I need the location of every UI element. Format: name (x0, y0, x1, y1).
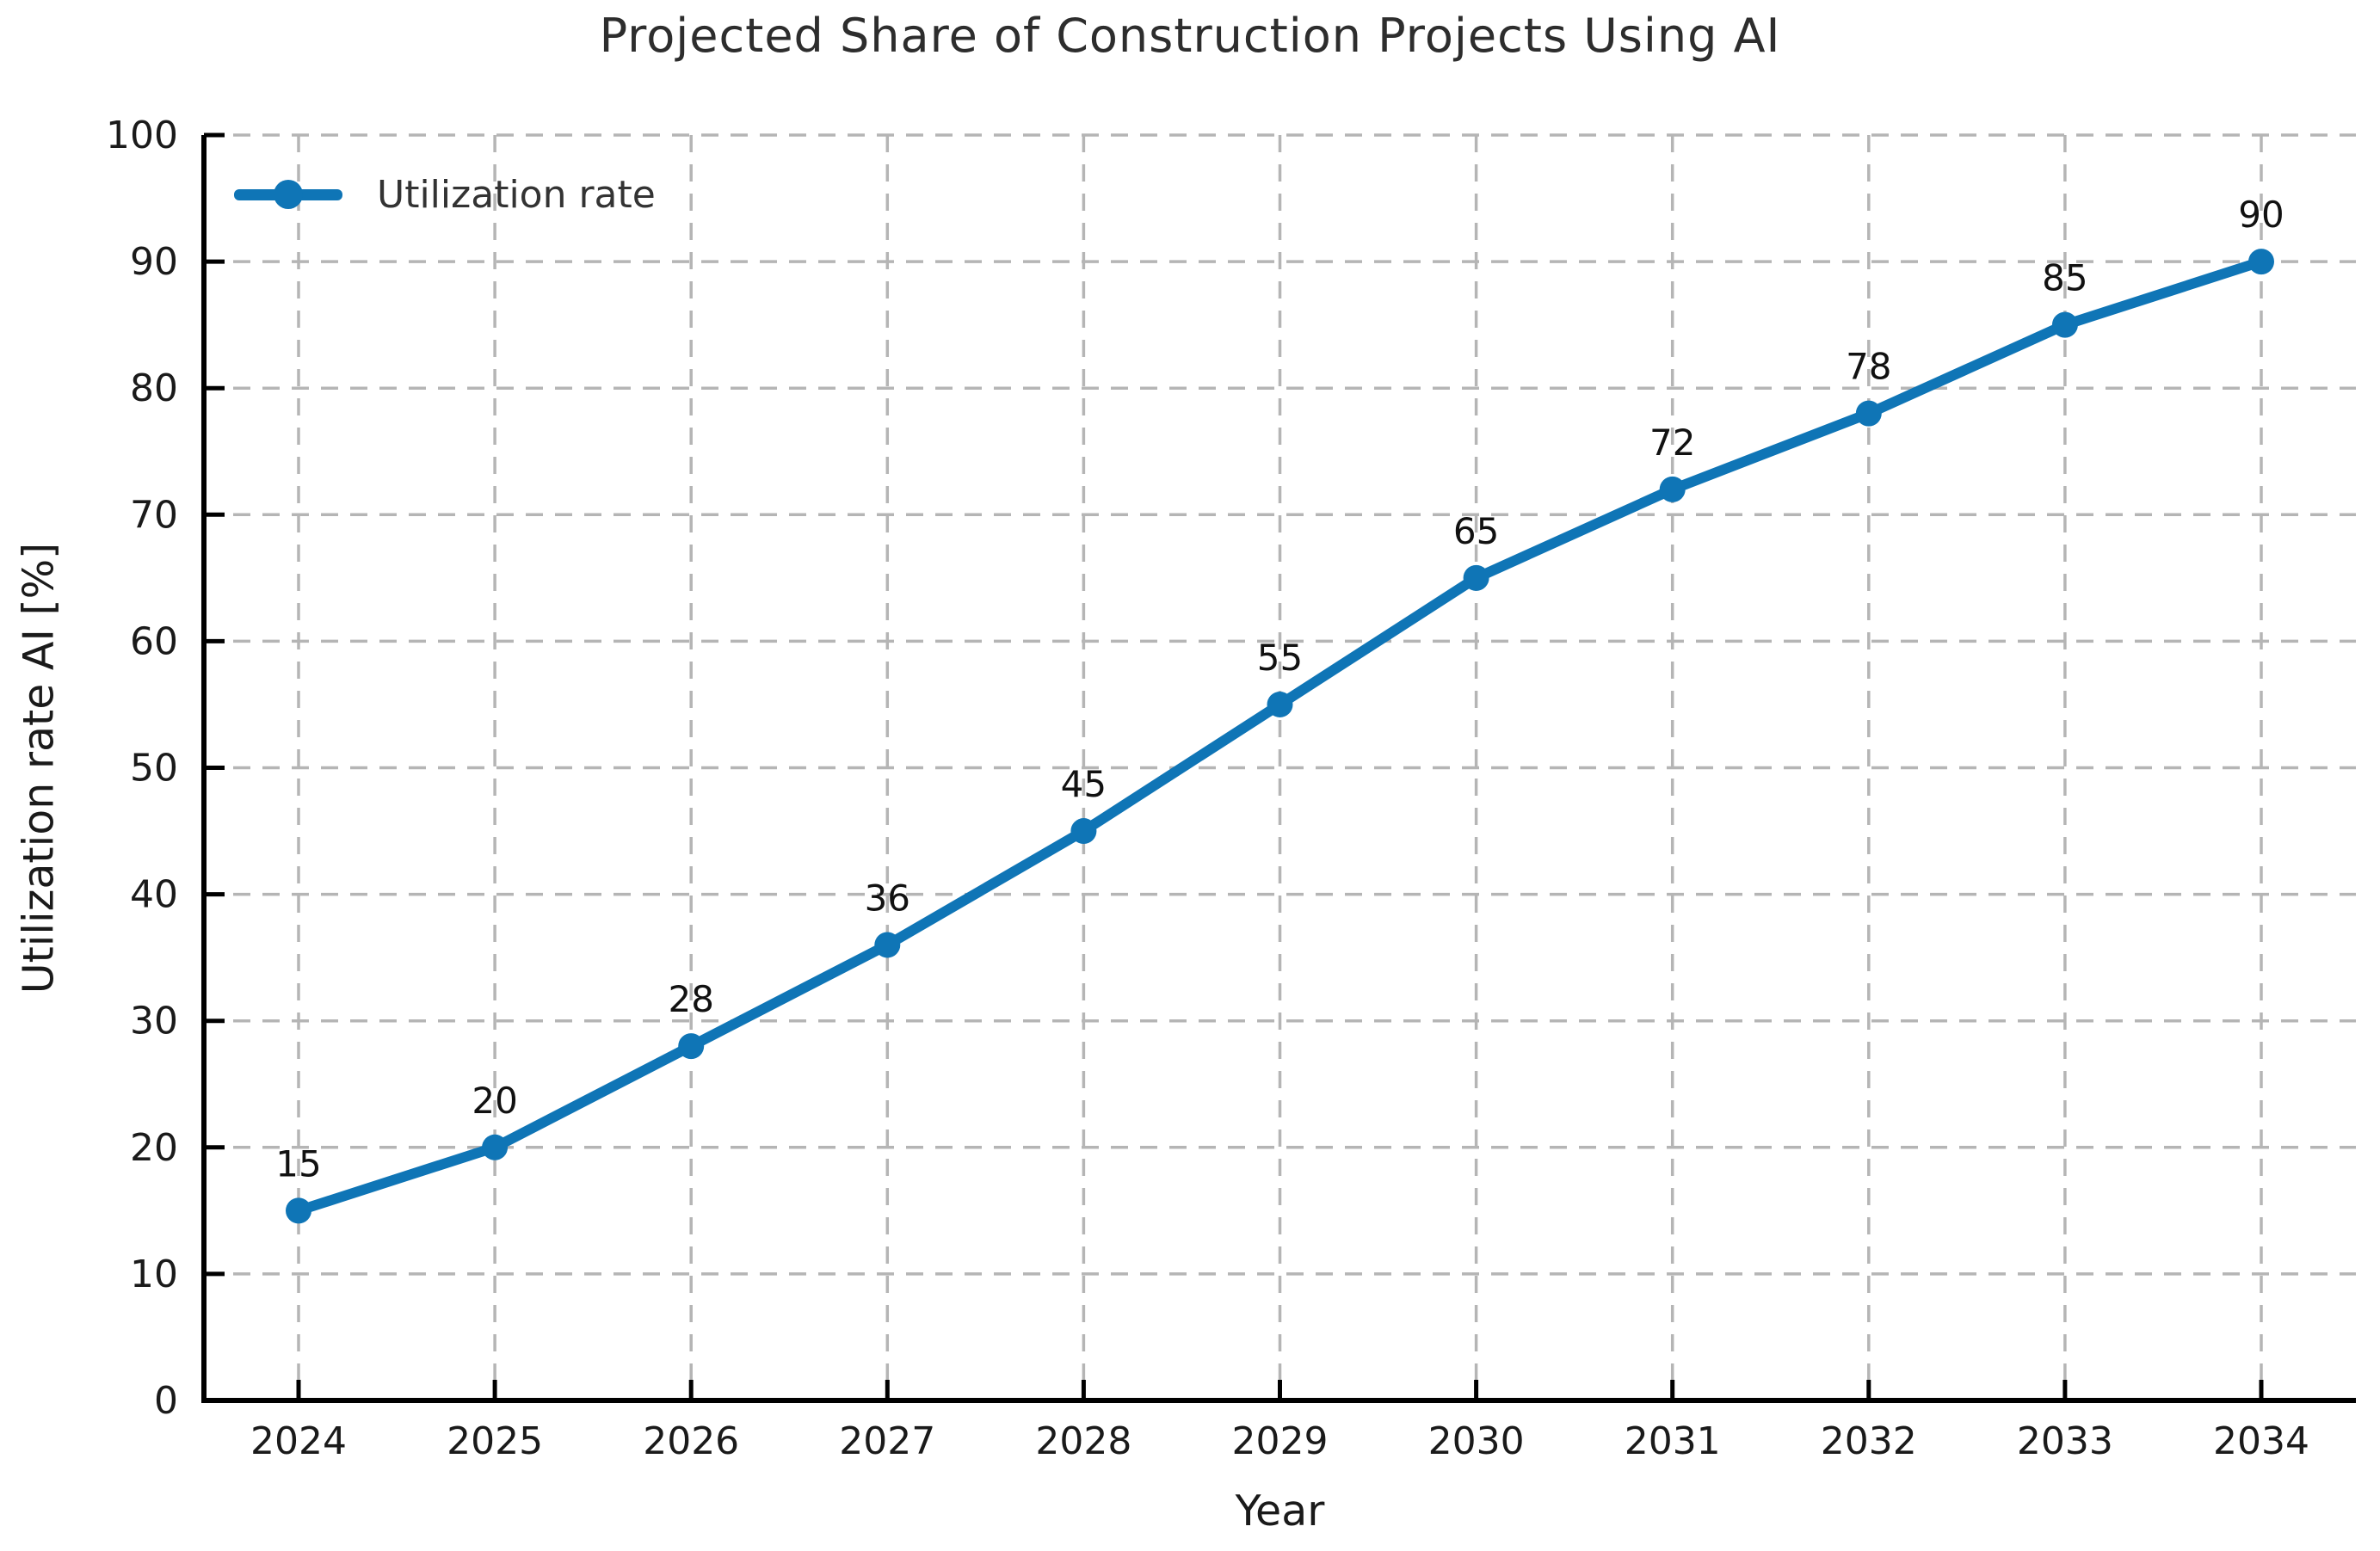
y-tick-label: 100 (106, 114, 178, 157)
x-tick-label: 2029 (1232, 1419, 1329, 1463)
data-point-marker (874, 932, 901, 958)
x-tick-label: 2033 (2017, 1419, 2113, 1463)
data-point-marker (482, 1134, 509, 1160)
x-tick-label: 2024 (250, 1419, 347, 1463)
x-tick-label: 2031 (1625, 1419, 1721, 1463)
data-point-label: 36 (865, 877, 910, 919)
x-axis-label: Year (1235, 1486, 1325, 1536)
y-tick-label: 70 (130, 493, 178, 537)
x-tick-label: 2027 (839, 1419, 935, 1463)
axis-ticks (204, 132, 2264, 1403)
data-point-marker (1070, 818, 1097, 845)
x-tick-label: 2034 (2213, 1419, 2309, 1463)
y-tick-label: 40 (130, 873, 178, 917)
tick-labels: 2024 2025 2026 2027 2028 2029 2030 2031 2032 2033… (106, 114, 2309, 1463)
y-tick-label: 20 (130, 1126, 178, 1170)
y-tick-label: 0 (154, 1379, 178, 1423)
data-point-marker (1463, 564, 1489, 591)
x-tick-label: 2028 (1035, 1419, 1131, 1463)
legend-line-marker-icon (234, 180, 342, 209)
y-tick-label: 80 (130, 366, 178, 410)
y-tick-label: 50 (130, 747, 178, 791)
data-point-label: 20 (472, 1080, 517, 1122)
x-tick-label: 2026 (643, 1419, 739, 1463)
data-point-label: 15 (275, 1142, 321, 1185)
data-point-marker (1659, 476, 1686, 502)
data-point-marker (1267, 691, 1293, 717)
data-point-label: 72 (1649, 422, 1695, 464)
series-utilization-rate (286, 249, 2274, 1224)
legend-label: Utilization rate (377, 172, 656, 217)
data-point-label: 65 (1453, 510, 1499, 552)
data-point-label: 85 (2042, 257, 2087, 299)
grid (204, 133, 2356, 1402)
x-tick-label: 2030 (1428, 1419, 1525, 1463)
y-axis-label: Utilization rate AI [%] (14, 542, 64, 994)
data-point-marker (286, 1197, 311, 1224)
data-point-marker (1855, 400, 1882, 427)
data-point-labels: 15 20 28 36 45 55 65 72 78 85 90 (275, 194, 2284, 1185)
data-point-label: 78 (1846, 346, 1891, 388)
data-point-label: 55 (1257, 637, 1303, 679)
legend-dot-icon (274, 180, 303, 209)
data-point-label: 45 (1061, 763, 1107, 805)
y-tick-label: 10 (130, 1252, 178, 1296)
data-point-marker (2051, 311, 2078, 338)
y-tick-label: 30 (130, 1000, 178, 1043)
y-tick-label: 60 (130, 619, 178, 663)
x-tick-label: 2025 (447, 1419, 543, 1463)
data-point-marker (2248, 249, 2274, 275)
data-point-label: 28 (668, 978, 713, 1020)
legend: Utilization rate (234, 170, 656, 218)
chart-title: Projected Share of Construction Projects… (599, 9, 1781, 63)
data-point-marker (678, 1033, 705, 1060)
data-point-label: 90 (2238, 194, 2284, 236)
y-tick-label: 90 (130, 240, 178, 284)
x-tick-label: 2032 (1821, 1419, 1917, 1463)
